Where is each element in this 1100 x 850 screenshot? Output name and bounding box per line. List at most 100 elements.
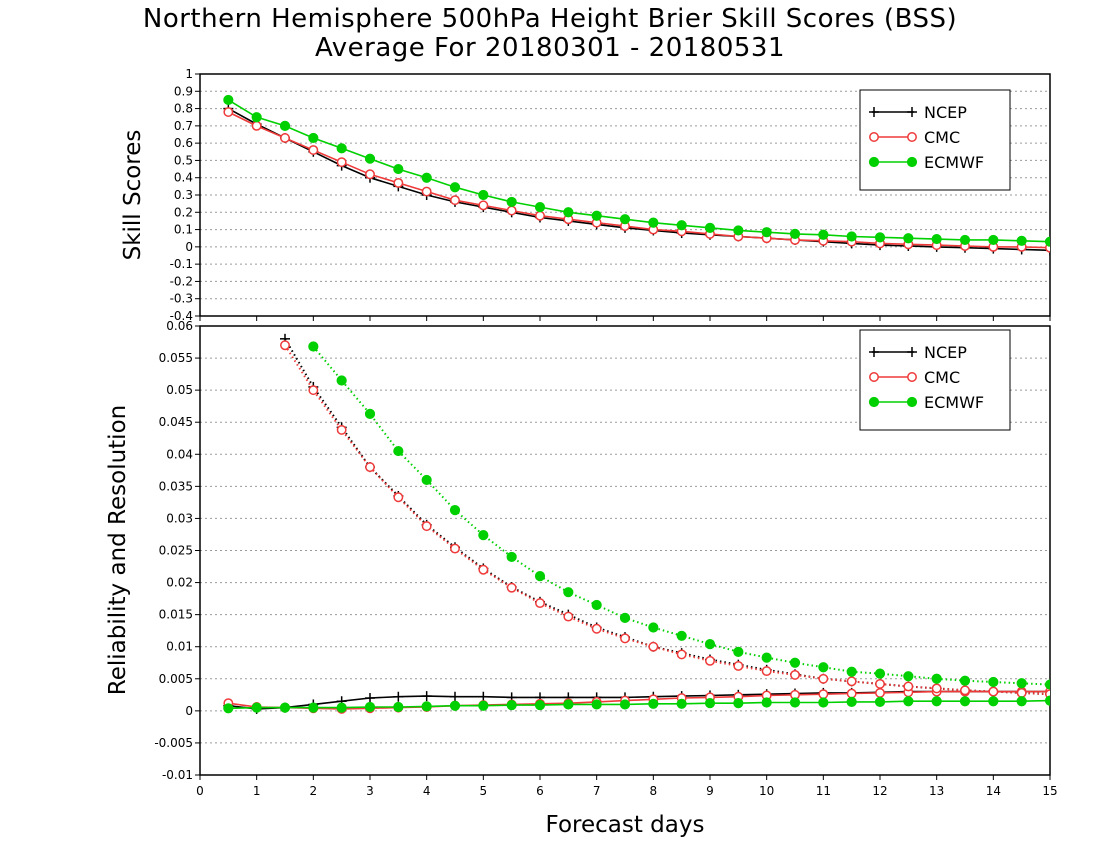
- data-point: [308, 132, 319, 144]
- data-point: [931, 683, 942, 694]
- data-point: [874, 668, 886, 679]
- data-point: [903, 671, 914, 682]
- data-point: [790, 669, 800, 680]
- data-point: [449, 182, 461, 193]
- data-point: [563, 699, 574, 710]
- data-point: [704, 222, 716, 233]
- data-point: [874, 696, 886, 707]
- data-point: [931, 673, 942, 684]
- data-point: [591, 623, 602, 634]
- data-point: [364, 701, 376, 713]
- data-point: [534, 202, 546, 213]
- y-tick-label: 0.8: [174, 102, 193, 116]
- y-tick-label: 1: [185, 67, 193, 81]
- data-point: [648, 622, 659, 633]
- y-tick-label: 0.05: [166, 383, 193, 397]
- y-tick-label: 0.02: [166, 576, 193, 590]
- series-ecmwf-solid: [223, 695, 1050, 714]
- data-point: [868, 396, 880, 408]
- data-point: [393, 492, 404, 503]
- data-point: [1044, 695, 1050, 706]
- y-tick-label: 0.2: [174, 205, 193, 219]
- data-point: [421, 521, 432, 532]
- legend-item-ncep: NCEP: [869, 103, 967, 122]
- data-point: [280, 133, 290, 143]
- plot-frame: [199, 73, 1051, 317]
- y-tick-label: 0.9: [174, 84, 193, 98]
- data-point: [846, 696, 857, 707]
- data-point: [875, 678, 885, 689]
- data-point: [336, 143, 347, 154]
- data-point: [280, 340, 290, 351]
- data-point: [959, 696, 971, 707]
- data-point: [421, 701, 432, 712]
- data-point: [506, 205, 517, 216]
- data-point: [336, 424, 347, 435]
- series-ecmwf-dotted: [308, 341, 1050, 690]
- y-tick-label: 0.4: [174, 171, 193, 185]
- data-point: [704, 639, 716, 650]
- data-point: [988, 676, 999, 688]
- data-point: [421, 172, 432, 183]
- data-point: [907, 132, 917, 142]
- series-cmc-dotted: [280, 340, 1050, 700]
- data-point: [365, 462, 375, 473]
- y-tick-label: 0.04: [166, 447, 193, 461]
- y-tick-label: 0: [185, 704, 193, 718]
- data-point: [506, 551, 517, 563]
- y-tick-label: 0.1: [174, 223, 193, 237]
- x-tick-label: 3: [366, 784, 374, 798]
- data-point: [761, 666, 772, 677]
- data-point: [308, 145, 319, 156]
- data-point: [907, 347, 917, 357]
- y-tick-label: 0: [185, 240, 193, 254]
- data-point: [789, 657, 801, 668]
- data-point: [393, 445, 404, 457]
- data-point: [676, 220, 687, 231]
- y-tick-label: -0.2: [170, 274, 193, 288]
- data-point: [365, 169, 375, 180]
- data-point: [846, 231, 857, 242]
- x-tick-label: 1: [253, 784, 261, 798]
- data-point: [506, 699, 517, 711]
- data-point: [336, 702, 347, 713]
- data-point: [648, 698, 659, 709]
- data-point: [818, 697, 829, 708]
- legend: NCEP CMC ECMWF: [859, 89, 1011, 191]
- legend-item-ecmwf: ECMWF: [868, 393, 984, 412]
- data-point: [450, 195, 460, 206]
- x-tick-label: 9: [706, 784, 714, 798]
- x-tick-label: 13: [929, 784, 944, 798]
- y-tick-label: 0.5: [174, 153, 193, 167]
- chart-title: Northern Hemisphere 500hPa Height Brier …: [142, 4, 958, 34]
- data-point: [906, 156, 918, 168]
- series-line: [228, 699, 1050, 710]
- data-point: [336, 375, 347, 386]
- legend-label: NCEP: [924, 343, 967, 362]
- legend-box: [859, 89, 1011, 191]
- data-point: [364, 153, 376, 164]
- data-point: [733, 225, 744, 236]
- y-tick-label: 0.055: [159, 351, 193, 365]
- y-tick-label: 0.015: [159, 608, 193, 622]
- data-point: [869, 132, 879, 142]
- legend-box: [859, 329, 1011, 431]
- data-point: [478, 691, 489, 702]
- data-point: [563, 207, 574, 218]
- y-tick-label: 0.045: [159, 415, 193, 429]
- data-point: [336, 157, 347, 168]
- data-point: [251, 120, 262, 131]
- plot-frame: [199, 325, 1051, 776]
- data-point: [1016, 235, 1027, 246]
- legend-item-cmc: CMC: [869, 128, 960, 147]
- data-point: [279, 120, 291, 131]
- data-point: [619, 612, 631, 623]
- y-tick-label: -0.01: [162, 768, 193, 782]
- y-axis-label: Skill Scores: [120, 130, 146, 261]
- x-tick-label: 0: [196, 784, 204, 798]
- data-point: [818, 673, 829, 684]
- data-point: [733, 661, 744, 671]
- data-point: [676, 649, 687, 660]
- y-tick-label: 0.005: [159, 672, 193, 686]
- data-point: [535, 598, 545, 609]
